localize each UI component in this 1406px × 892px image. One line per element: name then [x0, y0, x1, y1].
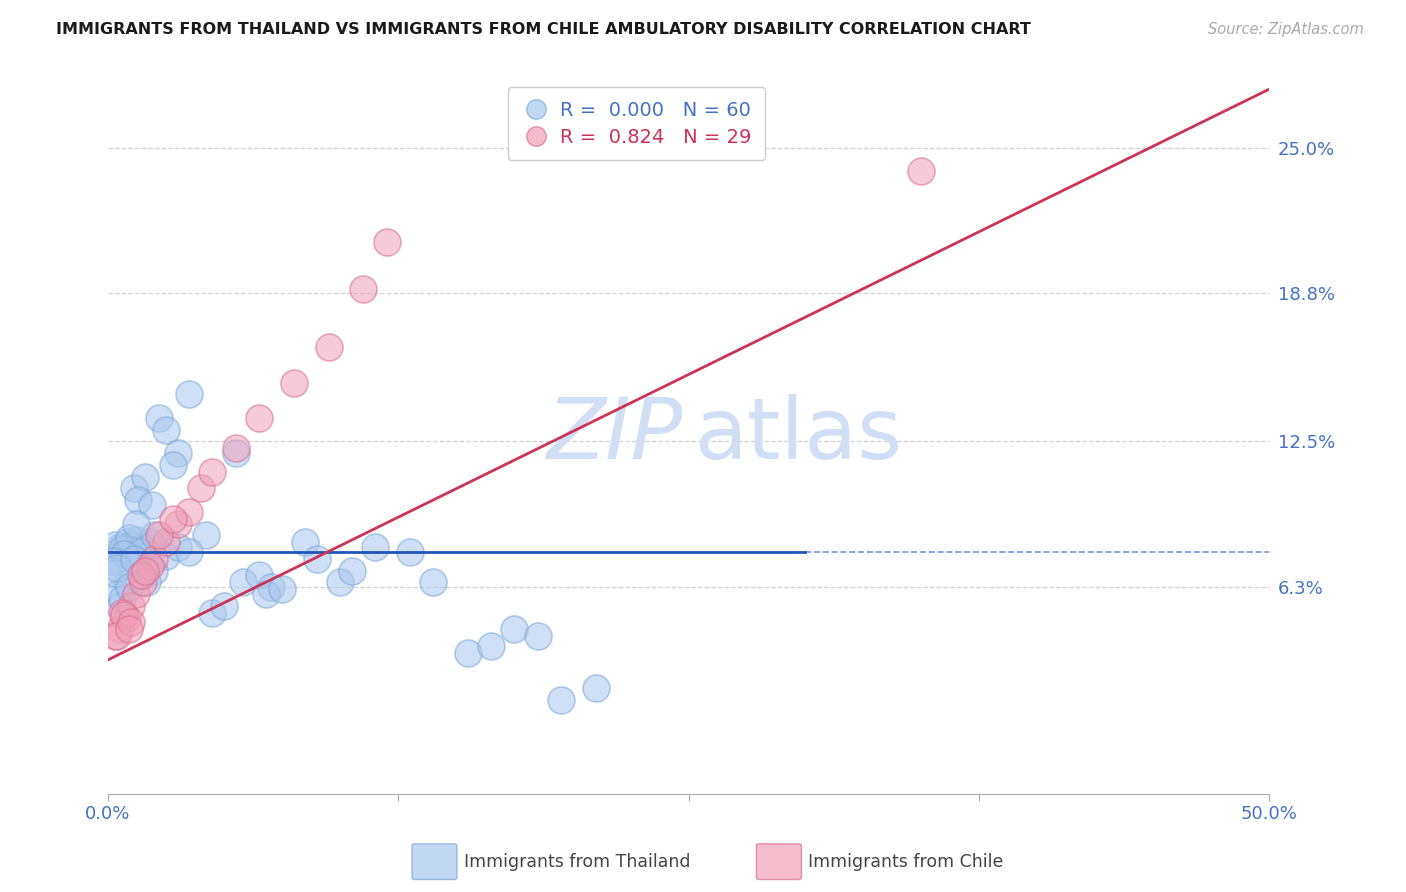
Point	[305, 552, 328, 566]
Point	[179, 545, 201, 559]
Point	[143, 528, 166, 542]
Point	[910, 164, 932, 178]
Point	[318, 341, 340, 355]
Point	[294, 535, 316, 549]
Point	[132, 540, 155, 554]
Point	[166, 540, 188, 554]
Point	[118, 622, 141, 636]
Point	[120, 615, 142, 630]
Point	[166, 446, 188, 460]
Point	[111, 591, 134, 606]
Point	[155, 423, 177, 437]
Point	[232, 575, 254, 590]
Point	[271, 582, 294, 597]
Point	[194, 528, 217, 542]
Point	[101, 554, 124, 568]
Point	[120, 599, 142, 613]
Text: IMMIGRANTS FROM THAILAND VS IMMIGRANTS FROM CHILE AMBULATORY DISABILITY CORRELAT: IMMIGRANTS FROM THAILAND VS IMMIGRANTS F…	[56, 22, 1031, 37]
Point	[108, 540, 131, 554]
Point	[375, 235, 398, 249]
Point	[352, 282, 374, 296]
Point	[112, 608, 135, 623]
Point	[143, 552, 166, 566]
Point	[155, 549, 177, 564]
Text: Immigrants from Thailand: Immigrants from Thailand	[464, 853, 690, 871]
Point	[120, 558, 142, 573]
Point	[259, 580, 281, 594]
Point	[108, 622, 131, 636]
Point	[201, 465, 224, 479]
Text: atlas: atlas	[695, 394, 903, 477]
Point	[201, 606, 224, 620]
Point	[118, 580, 141, 594]
Point	[104, 629, 127, 643]
Point	[399, 545, 422, 559]
Point	[479, 639, 502, 653]
Point	[179, 387, 201, 401]
Point	[329, 575, 352, 590]
Point	[585, 681, 607, 695]
Point	[132, 575, 155, 590]
Point	[112, 547, 135, 561]
Point	[127, 493, 149, 508]
Point	[139, 558, 162, 573]
Point	[129, 568, 152, 582]
Point	[115, 610, 138, 624]
Point	[166, 516, 188, 531]
Point	[141, 498, 163, 512]
Point	[122, 482, 145, 496]
Point	[283, 376, 305, 390]
Point	[125, 587, 148, 601]
Point	[118, 531, 141, 545]
Point	[111, 542, 134, 557]
Point	[503, 622, 526, 636]
Point	[422, 575, 444, 590]
Point	[125, 533, 148, 547]
Point	[247, 568, 270, 582]
Point	[254, 587, 277, 601]
Text: Immigrants from Chile: Immigrants from Chile	[808, 853, 1004, 871]
Text: Source: ZipAtlas.com: Source: ZipAtlas.com	[1208, 22, 1364, 37]
Point	[526, 629, 548, 643]
Point	[129, 545, 152, 559]
Point	[143, 564, 166, 578]
Point	[364, 540, 387, 554]
Point	[550, 692, 572, 706]
Point	[212, 599, 235, 613]
Point	[122, 552, 145, 566]
Point	[190, 482, 212, 496]
Point	[134, 469, 156, 483]
Point	[340, 564, 363, 578]
Point	[457, 646, 479, 660]
Legend: R =  0.000   N = 60, R =  0.824   N = 29: R = 0.000 N = 60, R = 0.824 N = 29	[508, 87, 765, 161]
Point	[104, 566, 127, 580]
Point	[104, 538, 127, 552]
Point	[225, 442, 247, 456]
Point	[111, 606, 134, 620]
Point	[139, 535, 162, 549]
Point	[105, 561, 128, 575]
Point	[105, 629, 128, 643]
Point	[225, 446, 247, 460]
Point	[115, 535, 138, 549]
Point	[108, 599, 131, 613]
Point	[132, 568, 155, 582]
Point	[134, 564, 156, 578]
Point	[247, 411, 270, 425]
Point	[120, 538, 142, 552]
Point	[105, 587, 128, 601]
Text: ZIP: ZIP	[547, 394, 683, 477]
Point	[148, 528, 170, 542]
Point	[136, 575, 159, 590]
Point	[155, 535, 177, 549]
Point	[179, 505, 201, 519]
Point	[162, 512, 184, 526]
Point	[115, 575, 138, 590]
Point	[162, 458, 184, 472]
Point	[125, 516, 148, 531]
Point	[148, 411, 170, 425]
